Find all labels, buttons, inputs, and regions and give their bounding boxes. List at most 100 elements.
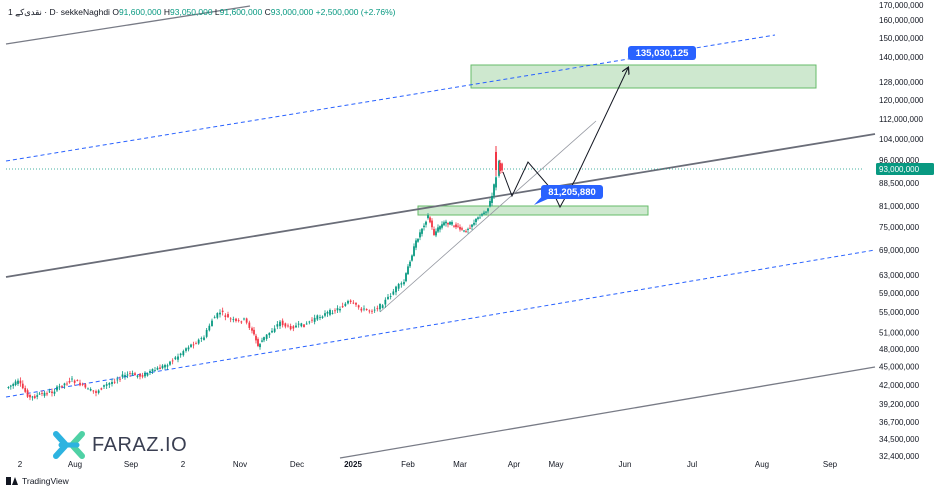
- candle-body: [431, 220, 433, 228]
- candle-body: [405, 273, 407, 282]
- candle-body: [300, 323, 303, 327]
- candle-body: [341, 306, 344, 308]
- trendlines-layer: [5, 5, 876, 459]
- candle-body: [297, 323, 300, 325]
- price-tick-label: 39,200,000: [879, 400, 920, 409]
- candle-body: [455, 224, 457, 228]
- candle-body: [287, 325, 289, 327]
- candle-body: [395, 286, 397, 293]
- high-label: H: [163, 7, 170, 17]
- candle-body: [475, 218, 477, 223]
- candle-body: [229, 318, 232, 320]
- candle-body: [305, 323, 308, 325]
- candle-body: [208, 325, 211, 331]
- candle-body: [166, 365, 169, 367]
- candle-body: [121, 374, 124, 377]
- candle-body: [363, 308, 365, 310]
- candle-body: [392, 291, 395, 295]
- candle-body: [423, 225, 425, 228]
- support-zone[interactable]: [417, 205, 649, 216]
- candle-body: [131, 373, 134, 375]
- upper-dashed-line[interactable]: [5, 34, 776, 162]
- candle-body: [76, 380, 79, 381]
- candle-body: [257, 339, 259, 346]
- candle-body: [43, 392, 46, 396]
- candle-body: [19, 380, 22, 384]
- candle-body: [187, 347, 190, 350]
- candle-body: [169, 361, 171, 365]
- candle-body: [284, 323, 287, 327]
- candle-body: [453, 225, 455, 227]
- candle-body: [495, 152, 497, 170]
- candle-body: [146, 373, 149, 376]
- candle-body: [126, 374, 129, 376]
- price-tick-label: 32,400,000: [879, 452, 920, 461]
- candle-body: [108, 383, 111, 385]
- candle-body: [326, 311, 329, 314]
- candle-body: [105, 384, 108, 386]
- candle-body: [289, 326, 292, 330]
- candle-body: [259, 344, 261, 348]
- low-label: L: [214, 7, 220, 17]
- candle-body: [445, 221, 447, 224]
- candle-body: [243, 318, 245, 320]
- candle-body: [24, 388, 27, 392]
- candle-body: [479, 217, 481, 219]
- price-axis[interactable]: 32,400,000 34,500,000 36,700,000 39,200,000…: [876, 1, 934, 461]
- lower-dashed-line[interactable]: [5, 249, 876, 398]
- rising-trendline[interactable]: [379, 120, 597, 313]
- tradingview-logo-icon: [6, 477, 18, 485]
- candle-body: [425, 221, 427, 225]
- time-tick-label: Mar: [453, 460, 467, 469]
- candle-body: [427, 215, 429, 219]
- price-tick-label: 112,000,000: [879, 115, 923, 124]
- candle-body: [397, 284, 400, 289]
- candle-body: [237, 320, 240, 322]
- candle-body: [245, 318, 248, 323]
- watermark-text: FARAZ.IO: [92, 433, 188, 456]
- target-label[interactable]: 135,030,125: [628, 46, 696, 60]
- candle-body: [149, 371, 151, 373]
- price-tick-label: 96,000,000: [879, 156, 920, 165]
- candle-body: [381, 305, 384, 308]
- candle-body: [46, 393, 48, 395]
- candle-body: [36, 395, 39, 397]
- candle-body: [311, 319, 313, 321]
- lower-channel-line[interactable]: [339, 366, 876, 459]
- candle-body: [38, 393, 41, 395]
- candle-body: [491, 195, 493, 203]
- time-axis[interactable]: 2 Aug Sep 2 Nov Dec 2025 Feb Mar Apr May Jun Jul Aug S…: [18, 460, 838, 469]
- faraz-watermark: FARAZ.IO: [52, 428, 187, 462]
- price-tick-label: 36,700,000: [879, 418, 920, 427]
- candle-body: [499, 163, 501, 171]
- candle-body: [303, 324, 305, 327]
- candle-body: [429, 217, 431, 223]
- candle-body: [365, 308, 368, 310]
- candle-body: [53, 391, 56, 394]
- middle-channel-line[interactable]: [5, 133, 876, 278]
- candle-body: [12, 384, 15, 386]
- candle-body: [471, 224, 473, 227]
- candles-layer: [7, 146, 503, 401]
- candle-body: [319, 317, 321, 318]
- faraz-logo-icon: [53, 431, 85, 459]
- support-label[interactable]: 81,205,880: [541, 185, 603, 199]
- last-price-tag-label: 93,000,000: [879, 165, 920, 174]
- candle-body: [349, 300, 352, 303]
- tradingview-branding[interactable]: TradingView: [6, 476, 69, 486]
- candle-body: [73, 380, 76, 383]
- time-tick-label: Aug: [68, 460, 82, 469]
- candle-body: [501, 163, 503, 171]
- upper-channel-line[interactable]: [5, 5, 251, 45]
- time-tick-label: Jun: [619, 460, 632, 469]
- candle-body: [281, 320, 284, 326]
- candle-body: [477, 217, 479, 219]
- time-tick-label: Sep: [823, 460, 838, 469]
- candle-body: [421, 228, 423, 234]
- target-zone[interactable]: [470, 64, 817, 89]
- time-tick-label: May: [548, 460, 563, 469]
- candle-body: [41, 392, 43, 394]
- price-tick-label: 75,000,000: [879, 223, 920, 232]
- candle-body: [261, 340, 263, 342]
